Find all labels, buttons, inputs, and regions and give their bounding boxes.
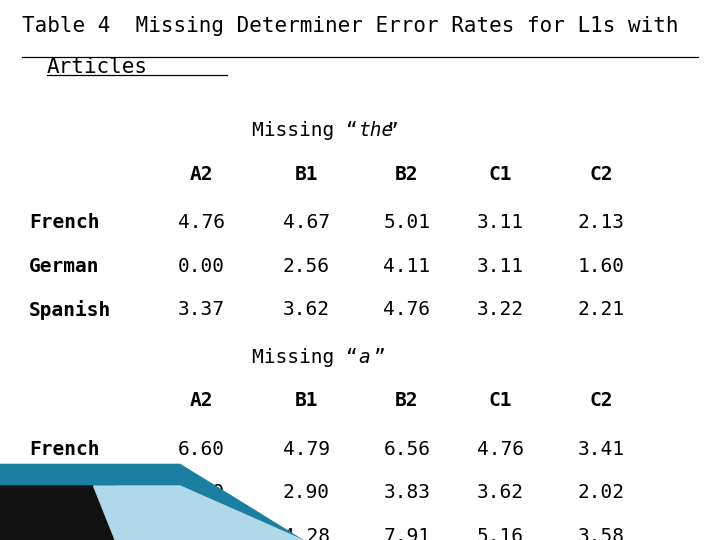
Text: 4.76: 4.76 — [383, 300, 431, 319]
Text: 4.76: 4.76 — [178, 213, 225, 232]
Text: 3.62: 3.62 — [477, 483, 524, 502]
Text: Articles: Articles — [47, 57, 148, 77]
Text: 3.22: 3.22 — [477, 300, 524, 319]
Text: Spanish: Spanish — [29, 526, 111, 540]
Text: Missing “: Missing “ — [252, 122, 358, 140]
Text: 0.00: 0.00 — [178, 256, 225, 275]
Text: a: a — [358, 348, 369, 367]
Text: German: German — [29, 256, 99, 275]
Text: C2: C2 — [590, 165, 613, 184]
Text: B1: B1 — [294, 165, 318, 184]
Text: 7.91: 7.91 — [383, 526, 431, 540]
Text: 3.83: 3.83 — [383, 483, 431, 502]
Text: 1.60: 1.60 — [577, 256, 625, 275]
Text: 4.52: 4.52 — [178, 526, 225, 540]
Text: 6.56: 6.56 — [383, 440, 431, 459]
Text: 2.13: 2.13 — [577, 213, 625, 232]
Text: French: French — [29, 213, 99, 232]
Text: C1: C1 — [489, 392, 512, 410]
Text: 4.79: 4.79 — [282, 440, 330, 459]
Text: Spanish: Spanish — [29, 300, 111, 320]
Text: the: the — [358, 122, 393, 140]
Text: 4.11: 4.11 — [383, 256, 431, 275]
Text: 5.01: 5.01 — [383, 213, 431, 232]
Text: ”: ” — [387, 122, 399, 140]
Text: German: German — [29, 483, 99, 502]
Text: 4.76: 4.76 — [477, 440, 524, 459]
Text: 2.21: 2.21 — [577, 300, 625, 319]
Text: French: French — [29, 440, 99, 459]
Text: 5.16: 5.16 — [477, 526, 524, 540]
Text: Missing “: Missing “ — [252, 348, 358, 367]
Text: 2.90: 2.90 — [282, 483, 330, 502]
Text: C1: C1 — [489, 165, 512, 184]
Text: B1: B1 — [294, 392, 318, 410]
Text: A2: A2 — [190, 392, 213, 410]
Text: 2.56: 2.56 — [282, 256, 330, 275]
Text: 2.02: 2.02 — [577, 483, 625, 502]
Text: Table 4  Missing Determiner Error Rates for L1s with: Table 4 Missing Determiner Error Rates f… — [22, 16, 678, 36]
Text: 3.11: 3.11 — [477, 256, 524, 275]
Text: 0.89: 0.89 — [178, 483, 225, 502]
Text: 3.37: 3.37 — [178, 300, 225, 319]
Text: 3.41: 3.41 — [577, 440, 625, 459]
Text: ”: ” — [374, 348, 386, 367]
Text: 3.11: 3.11 — [477, 213, 524, 232]
Text: A2: A2 — [190, 165, 213, 184]
Text: 4.28: 4.28 — [282, 526, 330, 540]
Text: 4.67: 4.67 — [282, 213, 330, 232]
Text: B2: B2 — [395, 392, 418, 410]
Text: 6.60: 6.60 — [178, 440, 225, 459]
Text: B2: B2 — [395, 165, 418, 184]
Text: 3.62: 3.62 — [282, 300, 330, 319]
Text: 3.58: 3.58 — [577, 526, 625, 540]
Text: C2: C2 — [590, 392, 613, 410]
